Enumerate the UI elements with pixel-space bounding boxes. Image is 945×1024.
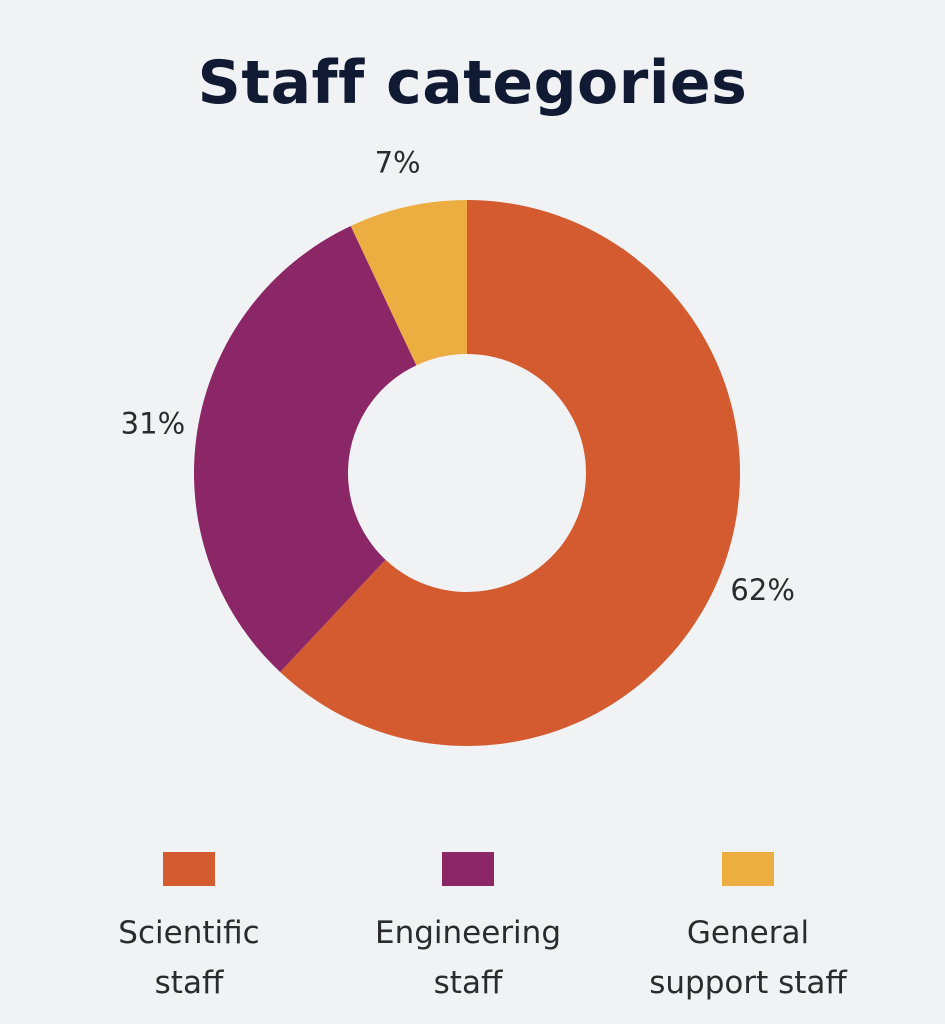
donut-slice-engineering — [193, 225, 417, 673]
legend-swatch-engineering — [442, 852, 494, 886]
chart-legend: Scientific staff Engineering staff Gener… — [0, 852, 945, 1012]
legend-item-scientific: Scientific staff — [59, 852, 319, 1008]
legend-label-general-support: General support staff — [649, 915, 847, 1001]
slice-label-engineering: 31% — [121, 406, 185, 440]
legend-label-engineering: Engineering staff — [375, 915, 561, 1001]
donut-slice-scientific — [280, 200, 740, 746]
legend-label-scientific: Scientific staff — [118, 915, 260, 1001]
legend-item-engineering: Engineering staff — [338, 852, 598, 1008]
donut-slices — [193, 200, 740, 746]
legend-item-general-support: General support staff — [618, 852, 878, 1008]
slice-label-scientific: 62% — [730, 573, 794, 607]
slice-labels: 62% 31% 7% — [121, 146, 795, 607]
legend-swatch-general-support — [722, 852, 774, 886]
donut-slice-general-support — [350, 200, 467, 366]
slice-label-general-support: 7% — [375, 146, 421, 180]
chart-title: Staff categories — [197, 48, 748, 118]
legend-swatch-scientific — [163, 852, 215, 886]
donut-chart: 62% 31% 7% — [121, 146, 795, 746]
